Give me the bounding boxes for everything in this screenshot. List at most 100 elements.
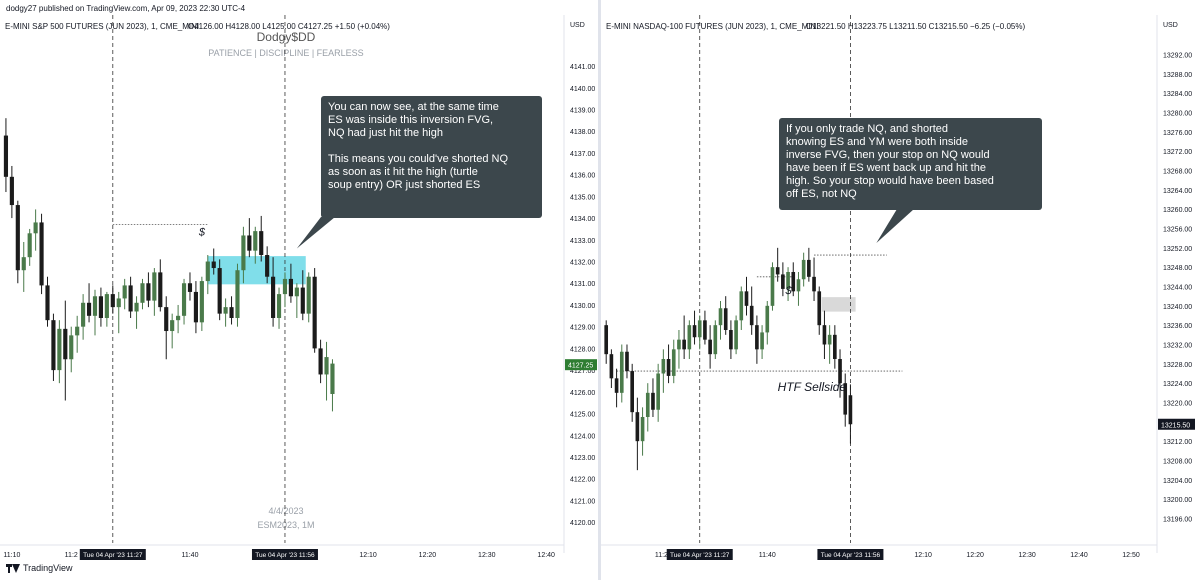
candle-body xyxy=(134,302,139,312)
candle-body xyxy=(827,334,832,345)
candle-body xyxy=(661,359,666,374)
candle-body xyxy=(324,357,329,375)
callout-pointer xyxy=(876,209,914,243)
candle-body xyxy=(271,276,276,318)
ohlc-line: O4126.00 H4128.00 L4125.00 C4127.25 +1.5… xyxy=(188,22,390,31)
y-tick-label: 4122.00 xyxy=(570,477,595,484)
last-price-label: 13215.50 xyxy=(1161,422,1190,429)
y-tick-label: 4129.00 xyxy=(570,325,595,332)
candle-body xyxy=(205,261,210,282)
crosshair-time-label: Tue 04 Apr '23 11:27 xyxy=(83,552,143,559)
candle-body xyxy=(796,279,801,292)
crosshair-time-badge xyxy=(251,549,318,560)
candle-body xyxy=(770,267,775,306)
candle-body xyxy=(3,135,9,177)
candle-body xyxy=(786,272,790,289)
symbol-line: E-MINI S&P 500 FUTURES (JUN 2023), 1, CM… xyxy=(5,22,199,31)
y-tick-label: 13276.00 xyxy=(1163,130,1192,137)
x-tick-label: 11:10 xyxy=(3,552,20,559)
candle-body xyxy=(692,325,697,338)
y-tick-label: 13224.00 xyxy=(1163,381,1192,388)
candle-body xyxy=(170,320,175,332)
candle-body xyxy=(619,351,624,393)
candle-body xyxy=(181,283,187,316)
candle-body xyxy=(235,270,240,318)
candle-body xyxy=(755,325,759,350)
y-tick-label: 13208.00 xyxy=(1163,459,1192,466)
candle-body xyxy=(39,222,44,286)
last-price-label: 4127.25 xyxy=(568,363,593,370)
candle-body xyxy=(294,287,299,297)
y-tick-label: 13260.00 xyxy=(1163,207,1192,214)
y-tick-label: 13284.00 xyxy=(1163,91,1192,98)
candle-body xyxy=(98,296,104,318)
y-tick-label: 4138.00 xyxy=(570,129,595,136)
x-tick-label: 12:40 xyxy=(1070,552,1088,559)
candle-body xyxy=(656,373,660,410)
ohlc-line: O13221.50 H13223.75 L13211.50 C13215.50 … xyxy=(806,22,1025,31)
x-tick-label: 12:40 xyxy=(537,552,555,559)
candle-body xyxy=(164,307,169,332)
es-futures-chart[interactable]: E-MINI S&P 500 FUTURES (JUN 2023), 1, CM… xyxy=(0,15,598,560)
dollar-marker: $ xyxy=(198,226,206,238)
candle-body xyxy=(749,305,754,326)
y-tick-label: 4134.00 xyxy=(570,216,595,223)
candle-body xyxy=(9,176,14,206)
y-tick-label: 13204.00 xyxy=(1163,478,1192,485)
publisher-line: dodgy27 published on TradingView.com, Ap… xyxy=(6,4,246,13)
candle-body xyxy=(713,325,718,355)
tradingview-logo-icon xyxy=(6,563,20,573)
y-tick-label: 13256.00 xyxy=(1163,227,1192,234)
last-price-badge xyxy=(1158,418,1195,430)
y-tick-label: 4137.00 xyxy=(570,151,595,158)
last-price-badge xyxy=(565,359,597,371)
candle-body xyxy=(140,283,145,303)
candle-body xyxy=(666,359,671,376)
candle-body xyxy=(318,348,323,375)
candle-body xyxy=(122,285,127,299)
crosshair-time-badge xyxy=(817,549,884,560)
candle-body xyxy=(51,320,56,371)
candle-body xyxy=(744,291,749,306)
candle-body xyxy=(708,339,712,355)
y-tick-label: 4139.00 xyxy=(570,107,595,114)
candle-body xyxy=(92,296,98,316)
candle-body xyxy=(45,285,50,321)
candle-body xyxy=(765,305,770,333)
candle-body xyxy=(791,272,796,292)
y-tick-label: 13252.00 xyxy=(1163,246,1192,253)
y-tick-label: 13288.00 xyxy=(1163,72,1192,79)
candle-body xyxy=(640,417,645,442)
candle-body xyxy=(703,320,707,340)
y-tick-label: 4140.00 xyxy=(570,86,595,93)
y-tick-label: 13200.00 xyxy=(1163,497,1192,504)
x-tick-label: 12:20 xyxy=(966,552,984,559)
candle-body xyxy=(651,392,655,410)
candle-body xyxy=(775,267,780,275)
candle-body xyxy=(116,298,121,308)
candle-body xyxy=(729,330,733,350)
nq-futures-chart[interactable]: E-MINI NASDAQ-100 FUTURES (JUN 2023), 1,… xyxy=(601,15,1200,560)
candle-body xyxy=(306,276,311,314)
candle-body xyxy=(229,307,234,318)
pane-divider[interactable] xyxy=(598,0,601,580)
y-tick-label: 13264.00 xyxy=(1163,188,1192,195)
candle-body xyxy=(276,294,282,318)
candle-body xyxy=(677,339,681,350)
candle-body xyxy=(158,272,163,308)
candle-body xyxy=(259,231,264,256)
y-tick-label: 13244.00 xyxy=(1163,285,1192,292)
candle-body xyxy=(682,339,686,350)
candle-body xyxy=(718,308,723,326)
x-tick-label: 12:10 xyxy=(914,552,932,559)
currency-label: USD xyxy=(1163,22,1178,29)
candle-body xyxy=(223,307,228,314)
y-tick-label: 13280.00 xyxy=(1163,111,1192,118)
candle-body xyxy=(199,281,204,323)
watermark-title: Dodgy$DD xyxy=(257,30,316,44)
x-tick-label: 12:10 xyxy=(359,552,377,559)
candle-body xyxy=(781,274,785,289)
y-tick-label: 13220.00 xyxy=(1163,401,1192,408)
y-tick-label: 4132.00 xyxy=(570,260,595,267)
y-tick-label: 13272.00 xyxy=(1163,149,1192,156)
